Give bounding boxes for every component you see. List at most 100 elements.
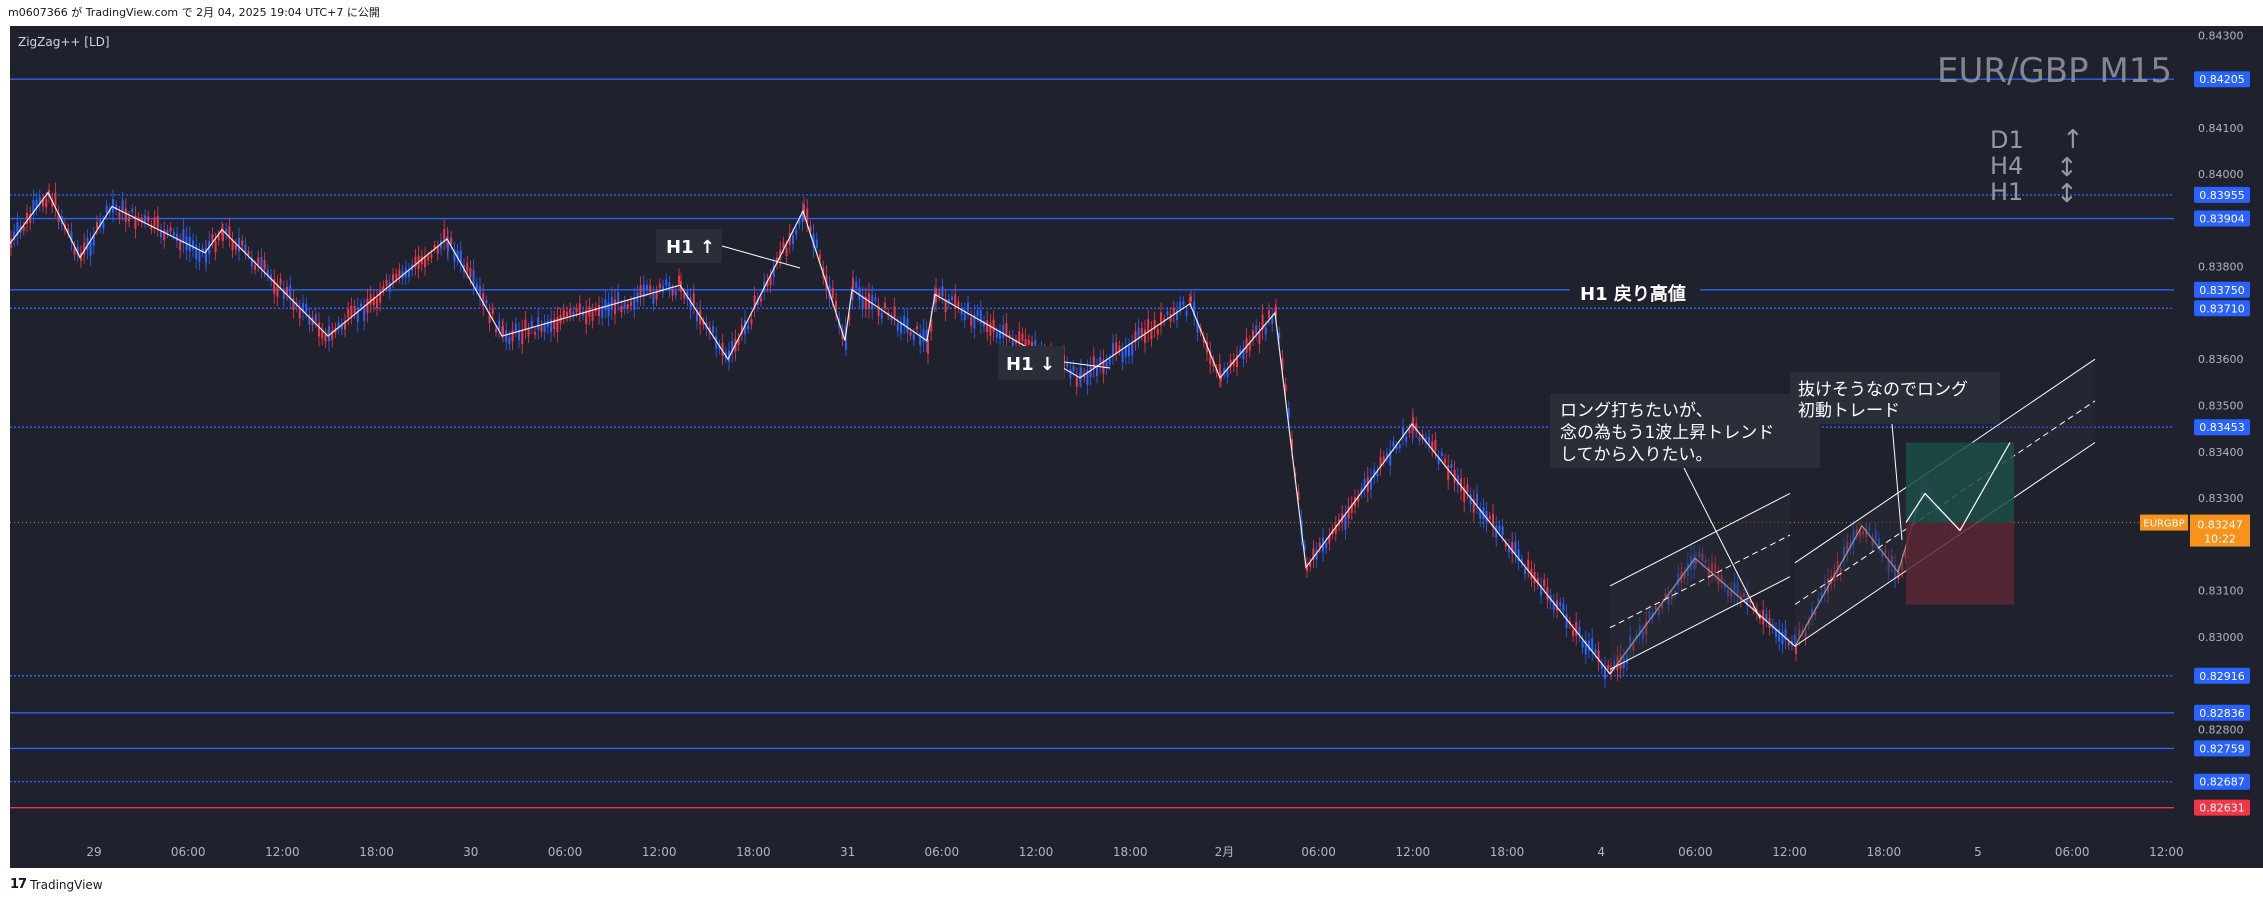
trade-stop-zone [1906,522,2014,605]
candle-body [1572,630,1574,636]
candle-body [1328,534,1331,544]
candle-body [607,302,610,317]
candle-body [983,320,985,327]
candle-body [131,208,134,212]
trade-target-zone [1906,442,2014,523]
candle-body [1469,494,1472,505]
candle-body [1855,529,1858,535]
candle-body [1817,598,1820,604]
candle-body [601,305,604,318]
candle-body [1172,307,1175,316]
level-price-tag: 0.82687 [2194,773,2250,790]
candle-body [1182,301,1185,305]
time-axis[interactable] [10,822,2263,868]
candle-body [1638,625,1641,636]
candle-body [1901,560,1904,571]
candle-body [1190,296,1192,302]
candle-body [163,229,166,241]
candle-body [776,257,778,264]
candle-body [1871,539,1874,546]
candle-body [1514,541,1517,555]
candle-body [689,297,692,310]
candle-body [1701,553,1704,561]
candle-body [1248,342,1251,351]
candle-body [1018,331,1021,345]
candle-body [1584,640,1587,655]
candle-body [1268,310,1270,319]
candle-body [86,237,89,251]
candle-body [1559,602,1562,607]
candle-body [26,212,28,224]
candle-body [102,221,105,229]
candle-body [222,231,224,241]
x-tick-label: 12:00 [1772,845,1807,859]
x-tick-label: 06:00 [1301,845,1336,859]
candle-body [1021,333,1024,341]
candle-body [1730,588,1733,597]
candle-body [376,298,378,309]
candle-body [1376,470,1379,477]
candle-body [922,328,925,343]
annotation-long-note-line-2: 念の為もう1波上昇トレンド [1560,422,1774,443]
candle-body [809,226,812,232]
level-price-label: 0.83750 [2199,284,2245,297]
candle-body [989,323,992,336]
candle-body [1720,575,1723,583]
candle-body [1373,469,1376,478]
candle-body [482,293,485,307]
candle-body [128,216,130,222]
candle-body [179,240,182,251]
candle-body [1674,590,1676,595]
tradingview-brand[interactable]: 17 TradingView [10,877,103,892]
candle-body [22,226,25,231]
candle-body [1658,609,1660,616]
candle-body [1804,631,1807,640]
candle-body [32,200,35,215]
candle-body [1386,453,1388,458]
annotation-long-note[interactable]: ロング打ちたいが、 念の為もう1波上昇トレンド してから入りたい。 [1550,394,1820,468]
level-price-label: 0.82916 [2199,670,2245,683]
candle-body [1108,359,1111,365]
candle-body [1415,423,1418,432]
current-price-symbol: EURGBP [2143,519,2184,530]
candle-body [276,284,279,297]
candle-body [231,239,234,251]
candle-body [1670,594,1673,600]
y-tick-label: 0.83100 [2198,585,2244,598]
y-tick-label: 0.82800 [2198,723,2244,736]
candle-body [1501,526,1504,536]
candle-body [623,302,626,309]
price-chart[interactable]: 0.84205 0.83955 0.83904 0.83750 0.83710 0.834… [0,0,2263,868]
annotation-h1-up-text: H1 ↑ [666,237,715,258]
x-tick-label: 31 [840,845,855,859]
candle-body [1370,477,1372,490]
annotation-h1-pullback-high[interactable]: H1 戻り高値 [1570,281,1700,305]
candle-body [1768,617,1771,628]
candle-body [469,268,472,278]
annotation-h1-pullback-high-text: H1 戻り高値 [1580,283,1686,305]
level-price-tag: 0.84205 [2194,71,2250,88]
annotation-h1-down[interactable]: H1 ↓ [998,346,1064,380]
candle-body [99,219,102,227]
candle-body [806,208,809,223]
annotation-h1-up[interactable]: H1 ↑ [656,229,722,263]
annotation-breakout-note[interactable]: 抜けそうなのでロング 初動トレード [1790,372,2000,424]
candle-body [475,283,478,290]
candle-body [1011,338,1014,349]
candle-body [479,285,481,298]
candle-body [1232,359,1235,366]
candle-body [1781,632,1784,645]
callout-pointer [1683,467,1761,619]
candle-body [1128,346,1130,357]
candle-body [1080,367,1082,380]
candle-body [591,311,594,321]
candle-body [566,311,568,317]
candle-body [1444,458,1446,464]
indicator-label[interactable]: ZigZag++ [LD] [18,35,110,49]
candle-body [999,330,1001,339]
x-tick-label: 12:00 [2149,845,2184,859]
y-tick-label: 0.83000 [2198,631,2244,644]
candle-body [1153,319,1156,330]
candle-body [671,290,674,296]
candle-body [772,265,775,277]
